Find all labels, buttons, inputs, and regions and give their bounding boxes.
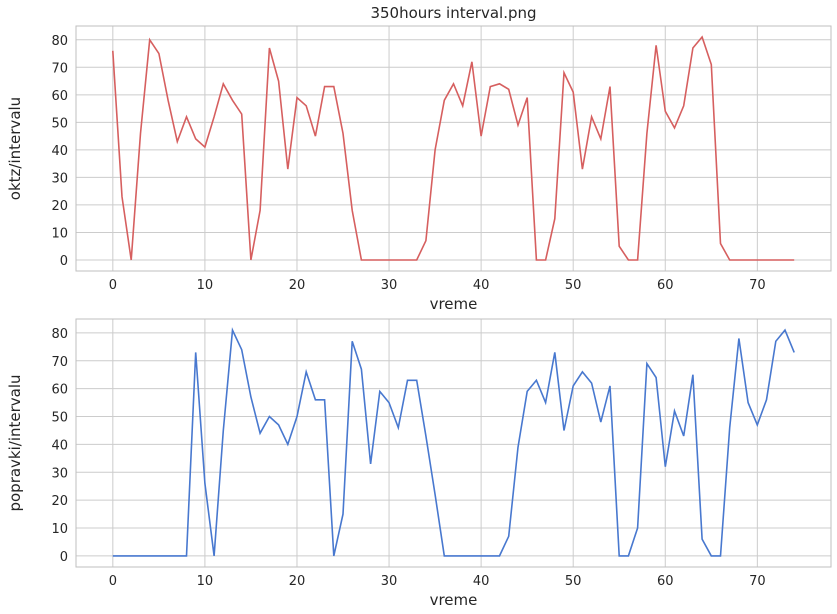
- top-chart-y-tick-label: 10: [51, 226, 68, 241]
- bottom-chart-y-tick-label: 20: [51, 494, 68, 509]
- top-chart-y-tick-label: 70: [51, 61, 68, 76]
- top-chart-y-ticks: 0 10 20 30 40 50 60 70 80: [51, 34, 68, 269]
- top-chart-x-axis-label: vreme: [430, 295, 478, 313]
- bottom-chart-x-tick-label: 0: [109, 574, 117, 589]
- top-chart-title: 350hours interval.png: [370, 4, 536, 22]
- bottom-chart-y-tick-label: 40: [51, 438, 68, 453]
- bottom-chart-x-tick-label: 50: [565, 574, 582, 589]
- bottom-chart-x-tick-label: 20: [289, 574, 306, 589]
- bottom-chart-y-ticks: 0 10 20 30 40 50 60 70 80: [51, 327, 68, 565]
- top-chart-y-tick-label: 50: [51, 116, 68, 131]
- bottom-chart-grid: [76, 319, 831, 567]
- top-chart-x-tick-label: 10: [197, 278, 214, 293]
- top-chart-y-tick-label: 0: [60, 254, 68, 269]
- top-chart-grid: [76, 26, 831, 271]
- bottom-chart-x-tick-label: 40: [473, 574, 490, 589]
- top-chart-x-tick-label: 30: [381, 278, 398, 293]
- bottom-chart-y-tick-label: 30: [51, 466, 68, 481]
- bottom-chart-y-tick-label: 60: [51, 383, 68, 398]
- top-chart-y-tick-label: 40: [51, 144, 68, 159]
- bottom-chart-x-tick-label: 30: [381, 574, 398, 589]
- top-chart-x-tick-label: 50: [565, 278, 582, 293]
- bottom-chart-x-axis-label: vreme: [430, 591, 478, 609]
- top-chart-panel: 350hours interval.png 0 10 20 30 40 50 60 70 0 1…: [6, 4, 832, 313]
- top-chart-y-tick-label: 30: [51, 171, 68, 186]
- top-chart-x-tick-label: 70: [749, 278, 766, 293]
- top-chart-y-tick-label: 20: [51, 199, 68, 214]
- bottom-chart-x-tick-label: 10: [197, 574, 214, 589]
- bottom-chart-x-ticks: 0 10 20 30 40 50 60 70: [109, 574, 766, 589]
- bottom-chart-y-tick-label: 50: [51, 411, 68, 426]
- bottom-chart-y-tick-label: 80: [51, 327, 68, 342]
- top-chart-y-axis-label: oktz/intervalu: [6, 97, 24, 200]
- bottom-chart-x-tick-label: 60: [657, 574, 674, 589]
- top-chart-x-ticks: 0 10 20 30 40 50 60 70: [109, 278, 766, 293]
- bottom-chart-frame: [75, 318, 832, 568]
- bottom-chart-series-line: [112, 327, 795, 557]
- top-chart-y-tick-label: 60: [51, 89, 68, 104]
- bottom-chart-y-tick-label: 70: [51, 355, 68, 370]
- bottom-chart-y-axis-label: popravki/intervalu: [6, 374, 24, 511]
- top-chart-frame: [75, 25, 832, 272]
- top-chart-x-tick-label: 40: [473, 278, 490, 293]
- top-chart-x-tick-label: 20: [289, 278, 306, 293]
- top-chart-series-line: [112, 35, 795, 261]
- bottom-chart-x-tick-label: 70: [749, 574, 766, 589]
- bottom-chart-y-tick-label: 0: [60, 550, 68, 565]
- top-chart-y-tick-label: 80: [51, 34, 68, 49]
- top-chart-x-tick-label: 60: [657, 278, 674, 293]
- top-chart-x-tick-label: 0: [109, 278, 117, 293]
- bottom-chart-y-tick-label: 10: [51, 522, 68, 537]
